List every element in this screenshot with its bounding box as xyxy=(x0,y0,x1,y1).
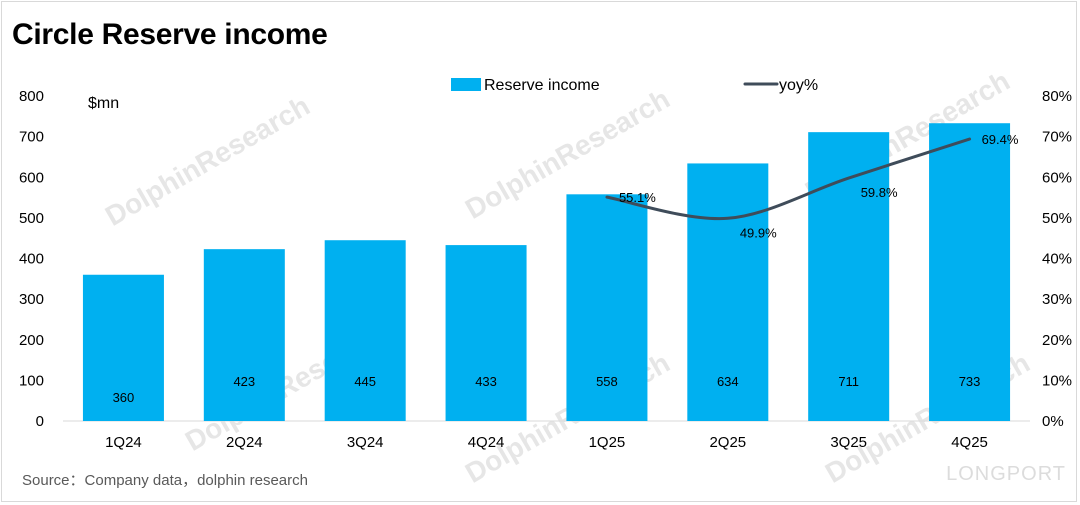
bar-data-label: 733 xyxy=(959,374,981,389)
bar xyxy=(82,274,164,421)
bar xyxy=(445,245,527,421)
y-left-tick-label: 0 xyxy=(36,413,44,430)
x-tick-label: 4Q25 xyxy=(951,434,988,451)
yoy-line: 55.1% 49.9% 59.8% 69.4% xyxy=(605,132,1019,240)
x-tick-label: 1Q25 xyxy=(589,434,626,451)
y-left-tick-label: 200 xyxy=(19,332,44,349)
x-tick-label: 4Q24 xyxy=(468,434,505,451)
bar-data-label: 433 xyxy=(475,374,497,389)
y-left-tick-label: 400 xyxy=(19,251,44,268)
legend-label: yoy% xyxy=(779,77,818,94)
bar-data-label: 558 xyxy=(596,374,618,389)
y-left-tick-label: 300 xyxy=(19,291,44,308)
y-right-tick-label: 50% xyxy=(1042,210,1072,227)
legend-swatch-bar xyxy=(451,78,481,91)
y-left-tick-label: 600 xyxy=(19,169,44,186)
bar xyxy=(203,249,285,421)
y-left-tick-label: 500 xyxy=(19,210,44,227)
bar xyxy=(929,123,1011,421)
bar xyxy=(324,240,406,421)
y-right-tick-label: 70% xyxy=(1042,129,1072,146)
yoy-data-label: 49.9% xyxy=(740,225,777,240)
yoy-data-label: 69.4% xyxy=(982,132,1019,147)
watermark-brand: LONGPORT xyxy=(946,463,1066,485)
y-right-tick-label: 30% xyxy=(1042,291,1072,308)
bar xyxy=(687,163,769,421)
y-right-tick-label: 0% xyxy=(1042,413,1064,430)
y-left-tick-label: 800 xyxy=(19,88,44,105)
bars: 360 423 445 433 558 634 711 733 xyxy=(82,123,1011,421)
bar-data-label: 360 xyxy=(113,390,135,405)
legend-label: Reserve income xyxy=(484,77,600,94)
bar xyxy=(808,132,890,421)
legend: Reserve income yoy% xyxy=(451,77,818,94)
bar xyxy=(566,194,648,421)
x-tick-label: 3Q25 xyxy=(830,434,867,451)
bar-data-label: 423 xyxy=(233,374,255,389)
source-note: Source：Company data，dolphin research xyxy=(22,472,308,489)
y-left-tick-label: 700 xyxy=(19,129,44,146)
y-right-tick-label: 20% xyxy=(1042,332,1072,349)
axes: 0 100 200 300 400 500 600 700 800 0% 10% 20% 30% 40% 5… xyxy=(19,88,1072,451)
y-right-tick-label: 80% xyxy=(1042,88,1072,105)
x-tick-label: 2Q24 xyxy=(226,434,263,451)
x-tick-label: 1Q24 xyxy=(105,434,142,451)
x-tick-label: 3Q24 xyxy=(347,434,384,451)
x-tick-label: 2Q25 xyxy=(709,434,746,451)
yoy-line-path xyxy=(605,137,972,221)
bar-data-label: 711 xyxy=(838,374,859,389)
y-right-tick-label: 10% xyxy=(1042,372,1072,389)
y-left-tick-label: 100 xyxy=(19,372,44,389)
y-right-tick-label: 40% xyxy=(1042,251,1072,268)
y-right-tick-label: 60% xyxy=(1042,169,1072,186)
y-left-axis-label: $mn xyxy=(88,95,119,112)
bar-data-label: 634 xyxy=(717,374,739,389)
chart-title: Circle Reserve income xyxy=(12,18,328,51)
yoy-data-label: 55.1% xyxy=(619,190,656,205)
bar-data-label: 445 xyxy=(354,374,376,389)
yoy-data-label: 59.8% xyxy=(861,185,898,200)
